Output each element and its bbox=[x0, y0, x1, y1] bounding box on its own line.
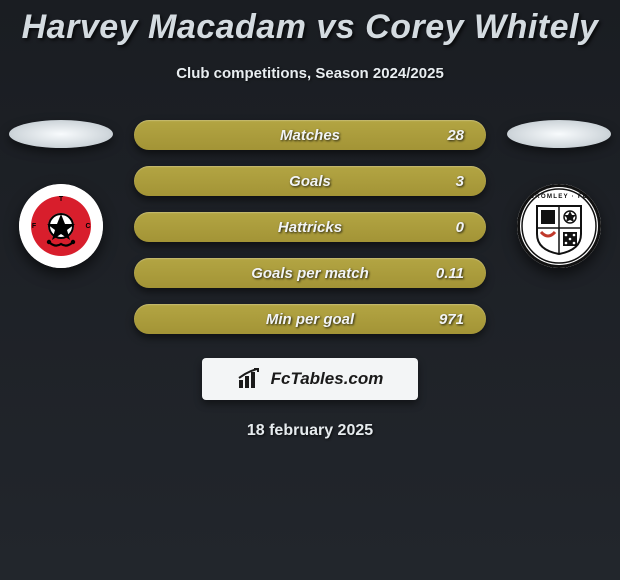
stat-value: 0 bbox=[456, 219, 464, 236]
stat-label: Matches bbox=[280, 127, 340, 144]
svg-text:T: T bbox=[59, 196, 64, 203]
stat-row: Hattricks 0 bbox=[134, 212, 486, 242]
stat-label: Goals bbox=[289, 173, 331, 190]
right-crest-icon: · BROMLEY · FC · bbox=[517, 184, 601, 268]
left-crest-icon: T F C bbox=[19, 184, 103, 268]
left-side: T F C bbox=[6, 120, 116, 268]
svg-text:F: F bbox=[32, 223, 37, 230]
subtitle: Club competitions, Season 2024/2025 bbox=[0, 65, 620, 82]
stat-value: 28 bbox=[447, 127, 464, 144]
right-club-crest: · BROMLEY · FC · bbox=[517, 184, 601, 268]
brand-text: FcTables.com bbox=[271, 369, 384, 389]
comparison-panel: T F C Matches 28 Goals 3 Hattricks 0 Goa… bbox=[0, 120, 620, 334]
svg-text:· BROMLEY · FC ·: · BROMLEY · FC · bbox=[523, 193, 594, 200]
stat-row: Goals per match 0.11 bbox=[134, 258, 486, 288]
stat-label: Min per goal bbox=[266, 311, 354, 328]
chart-icon bbox=[237, 368, 263, 390]
left-platform-ellipse bbox=[9, 120, 113, 148]
stat-row: Goals 3 bbox=[134, 166, 486, 196]
stats-column: Matches 28 Goals 3 Hattricks 0 Goals per… bbox=[116, 120, 504, 334]
stat-label: Goals per match bbox=[251, 265, 369, 282]
stat-row: Min per goal 971 bbox=[134, 304, 486, 334]
right-side: · BROMLEY · FC · bbox=[504, 120, 614, 268]
brand-badge[interactable]: FcTables.com bbox=[202, 358, 418, 400]
stat-row: Matches 28 bbox=[134, 120, 486, 150]
date-label: 18 february 2025 bbox=[0, 422, 620, 440]
stat-value: 971 bbox=[439, 311, 464, 328]
stat-label: Hattricks bbox=[278, 219, 342, 236]
stat-value: 0.11 bbox=[436, 265, 464, 282]
page-title: Harvey Macadam vs Corey Whitely bbox=[0, 0, 620, 47]
svg-text:C: C bbox=[85, 223, 90, 230]
right-platform-ellipse bbox=[507, 120, 611, 148]
left-club-crest: T F C bbox=[19, 184, 103, 268]
stat-value: 3 bbox=[456, 173, 464, 190]
